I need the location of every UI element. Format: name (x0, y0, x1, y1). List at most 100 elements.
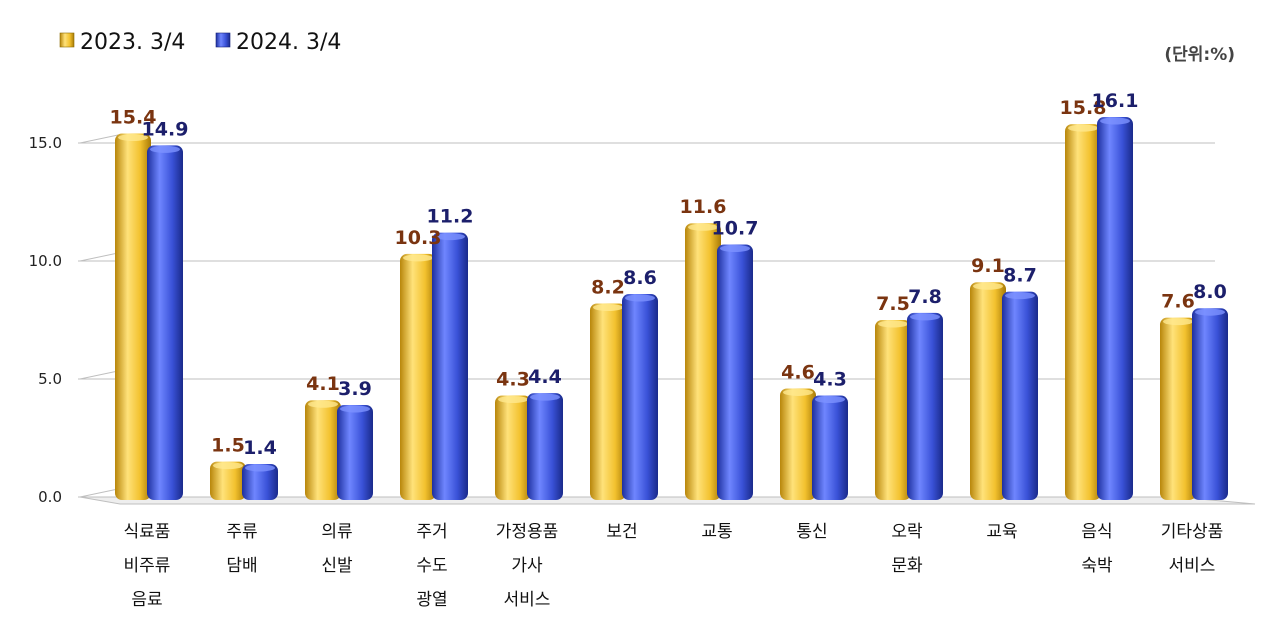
bar-top-highlight (1163, 318, 1193, 326)
category-label: 보건 (606, 522, 637, 542)
unit-label: (단위:%) (1164, 45, 1235, 65)
bar-2024 (907, 312, 943, 500)
data-label-2024: 14.9 (142, 118, 189, 140)
data-label-2023: 4.6 (781, 361, 815, 383)
category-label: 신발 (321, 556, 353, 576)
bar-top-highlight (1068, 124, 1098, 132)
legend: 2023. 3/4 2024. 3/4 (59, 30, 341, 55)
bar-top-highlight (783, 388, 813, 396)
category-label: 가사 (511, 556, 543, 576)
bar-top-highlight (118, 134, 148, 142)
bar-top-highlight (688, 223, 718, 231)
bar-2024 (337, 404, 373, 500)
data-label-2023: 8.2 (591, 276, 625, 298)
category-label: 수도 (416, 556, 447, 576)
bar-2023 (1160, 317, 1196, 500)
legend-label-2023: 2023. 3/4 (80, 30, 185, 55)
bar-top-highlight (720, 244, 750, 252)
bar-top-highlight (1195, 308, 1225, 316)
bar-top-highlight (1100, 117, 1130, 125)
bar-2023 (495, 395, 531, 500)
bar-2023 (1065, 124, 1101, 501)
bar-top-highlight (625, 294, 655, 302)
bar-top-highlight (213, 462, 243, 470)
bar-top-highlight (340, 405, 370, 413)
bar-top-highlight (245, 464, 275, 472)
data-label-2024: 8.0 (1193, 281, 1227, 303)
y-tick-label: 0.0 (38, 488, 62, 506)
bar-top-highlight (878, 320, 908, 328)
data-label-2024: 4.3 (813, 369, 847, 391)
category-label: 문화 (891, 556, 923, 576)
legend-swatch-2024 (215, 32, 231, 48)
category-label: 주거 (416, 522, 447, 542)
data-label-2023: 1.5 (211, 435, 245, 457)
category-label: 음식 (1081, 522, 1112, 542)
bars (115, 117, 1228, 501)
bar-top-highlight (815, 396, 845, 404)
bar-2023 (115, 133, 151, 500)
y-tick-label: 5.0 (38, 370, 62, 388)
bar-top-highlight (593, 303, 623, 311)
y-tick-label: 15.0 (29, 134, 62, 152)
category-label: 가정용품 (496, 522, 559, 542)
category-label: 통신 (796, 522, 827, 542)
data-label-2024: 8.6 (623, 267, 657, 289)
bar-2023 (400, 253, 436, 500)
data-label-2023: 9.1 (971, 255, 1005, 277)
bar-top-highlight (308, 400, 338, 408)
bar-2024 (527, 393, 563, 500)
category-label: 오락 (891, 522, 923, 542)
bar-top-highlight (530, 393, 560, 401)
category-label: 서비스 (504, 590, 551, 610)
data-label-2023: 4.1 (306, 373, 340, 395)
data-label-2024: 7.8 (908, 286, 942, 308)
bar-top-highlight (435, 233, 465, 241)
category-label: 숙박 (1081, 556, 1113, 576)
data-label-2024: 3.9 (338, 378, 372, 400)
category-label: 교육 (986, 522, 1017, 542)
bar-top-highlight (910, 313, 940, 321)
y-axis-ticks: 0.0 5.0 10.0 15.0 (29, 134, 62, 506)
data-label-2023: 7.6 (1161, 291, 1195, 313)
category-label: 의류 (321, 522, 352, 542)
category-label: 음료 (131, 590, 162, 610)
data-label-2023: 4.3 (496, 369, 530, 391)
bar-2023 (210, 461, 246, 500)
category-label: 주류 (226, 522, 257, 542)
gridline-depth (79, 252, 119, 262)
bar-2024 (432, 232, 468, 500)
data-label-2023: 15.4 (110, 107, 157, 129)
bar-2024 (812, 395, 848, 500)
data-label-2024: 8.7 (1003, 265, 1037, 287)
data-label-2023: 11.6 (680, 196, 727, 218)
category-label: 광열 (416, 590, 447, 610)
bar-2024 (1097, 117, 1133, 500)
category-label: 비주류 (124, 556, 171, 576)
data-label-2023: 15.8 (1060, 97, 1107, 119)
bar-2023 (875, 320, 911, 500)
gridline-depth (79, 134, 119, 144)
bar-2024 (242, 463, 278, 500)
bar-top-highlight (150, 145, 180, 153)
data-label-2023: 7.5 (876, 293, 910, 315)
bar-2023 (590, 303, 626, 500)
bar-2024 (717, 244, 753, 500)
bar-2023 (685, 223, 721, 501)
bar-top-highlight (403, 254, 433, 262)
data-label-2024: 11.2 (427, 206, 474, 228)
category-label: 담배 (226, 556, 257, 576)
data-label-2024: 4.4 (528, 366, 562, 388)
category-label: 서비스 (1169, 556, 1216, 576)
bar-2024 (622, 294, 658, 500)
y-tick-label: 10.0 (29, 252, 62, 270)
data-labels: 15.414.91.51.44.13.910.311.24.34.48.28.6… (110, 90, 1227, 459)
data-label-2024: 16.1 (1092, 90, 1139, 112)
bar-2023 (780, 388, 816, 500)
bar-2024 (1002, 291, 1038, 500)
legend-swatch-2023 (59, 32, 75, 48)
legend-label-2024: 2024. 3/4 (236, 30, 341, 55)
data-label-2024: 10.7 (712, 217, 759, 239)
bar-2023 (970, 282, 1006, 500)
